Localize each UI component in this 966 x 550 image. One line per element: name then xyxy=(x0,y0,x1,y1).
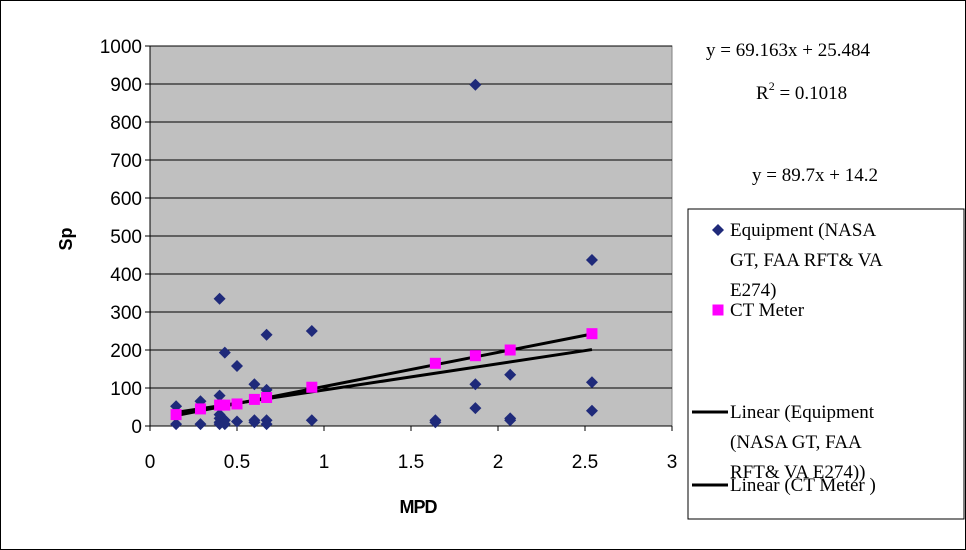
ct-meter-point xyxy=(219,399,231,411)
y-tick-label: 0 xyxy=(131,417,142,438)
y-tick-label: 500 xyxy=(110,227,142,248)
legend-entry-line: RFT& VA E274)) xyxy=(730,462,866,483)
legend-equipment-marker xyxy=(712,224,724,236)
equipment-point xyxy=(213,292,226,305)
equipment-point xyxy=(305,325,318,337)
r-squared-symbol: R xyxy=(756,83,769,104)
equipment-point xyxy=(213,389,226,402)
legend-entry-label: CT Meter xyxy=(730,300,805,321)
y-tick-label: 800 xyxy=(110,113,142,134)
data-points xyxy=(170,78,598,431)
y-axis-label: Sp xyxy=(56,227,76,250)
x-axis-label: MPD xyxy=(400,497,438,517)
legend-entry-line: Linear (CT Meter ) xyxy=(730,475,876,496)
equipment-point xyxy=(248,416,261,429)
ct-meter-point xyxy=(586,328,598,340)
trendline-equation-2: y = 89.7x + 14.2 xyxy=(752,165,878,186)
trendline-ct-meter xyxy=(175,332,593,417)
equipment-point xyxy=(248,378,261,391)
legend: Equipment (NASA GT, FAA RFT& VA E274)CT Me… xyxy=(687,208,965,520)
equipment-point xyxy=(260,418,273,431)
legend-entry-line: Linear (Equipment xyxy=(730,402,875,423)
x-tick-label: 0 xyxy=(145,452,156,473)
x-tick-label: 0.5 xyxy=(224,452,250,473)
r-squared-superscript: 2 xyxy=(769,79,775,93)
x-tick-label: 2.5 xyxy=(572,452,598,473)
legend-entry-line: E274) xyxy=(730,280,776,301)
equipment-point xyxy=(305,414,318,427)
x-tick-label: 3 xyxy=(667,452,678,473)
legend-ct-meter-marker xyxy=(712,304,724,316)
ct-meter-point xyxy=(261,392,273,403)
legend-entry-label: Linear (Equipment (NASA GT, FAA RFT& VA E2… xyxy=(730,402,875,483)
equipment-point xyxy=(469,378,482,391)
ct-meter-point xyxy=(194,403,206,415)
equipment-point xyxy=(260,328,273,341)
y-tick-label: 600 xyxy=(110,189,142,210)
x-tick-label: 2 xyxy=(493,452,504,473)
tick-labels: 0 100 200 300 400 500 600 700 800 900 1000 0 0.5 1 1.5… xyxy=(100,37,678,473)
equipment-point xyxy=(469,78,482,91)
y-tick-label: 200 xyxy=(110,341,142,362)
equipment-point xyxy=(469,402,482,415)
x-tick-label: 1 xyxy=(319,452,330,473)
legend-entry-label: Equipment (NASA GT, FAA RFT& VA E274) xyxy=(730,220,883,301)
r-squared-value: = 0.1018 xyxy=(775,83,847,104)
trendlines xyxy=(175,332,593,417)
r-squared-label: R2 = 0.1018 xyxy=(756,79,847,104)
y-tick-label: 300 xyxy=(110,303,142,324)
ct-meter-point xyxy=(504,344,516,356)
ct-meter-point xyxy=(248,393,260,405)
equipment-point xyxy=(218,346,231,359)
equipment-point xyxy=(231,359,243,372)
equipment-point xyxy=(504,414,517,427)
trendline-equation-1: y = 69.163x + 25.484 xyxy=(706,40,870,61)
equipment-point xyxy=(429,416,442,429)
equipment-point xyxy=(585,376,598,389)
equipment-point xyxy=(585,404,598,417)
ct-meter-point xyxy=(231,398,243,410)
ct-meter-point xyxy=(469,350,481,362)
y-tick-label: 700 xyxy=(110,151,142,172)
equipment-point xyxy=(194,418,207,431)
y-tick-label: 100 xyxy=(110,379,142,400)
equipment-point xyxy=(170,418,183,431)
y-tick-label: 1000 xyxy=(100,37,142,58)
ct-meter-point xyxy=(306,381,318,393)
legend-entry-line: (NASA GT, FAA xyxy=(730,432,862,453)
legend-box xyxy=(687,208,965,520)
equipment-point xyxy=(218,418,231,431)
y-tick-label: 400 xyxy=(110,265,142,286)
ct-meter-point xyxy=(170,409,182,421)
y-tick-label: 900 xyxy=(110,75,142,96)
legend-entry-label: Linear (CT Meter ) xyxy=(730,475,876,496)
ct-meter-point xyxy=(429,357,441,369)
equipment-point xyxy=(585,253,598,266)
legend-entry-line: Equipment (NASA xyxy=(730,220,876,241)
gridlines xyxy=(150,45,672,389)
x-tick-label: 1.5 xyxy=(398,452,424,473)
legend-entry-line: CT Meter xyxy=(730,300,805,321)
legend-entry-line: GT, FAA RFT& VA xyxy=(730,250,883,271)
equipment-point xyxy=(231,415,243,428)
equipment-point xyxy=(504,368,517,381)
